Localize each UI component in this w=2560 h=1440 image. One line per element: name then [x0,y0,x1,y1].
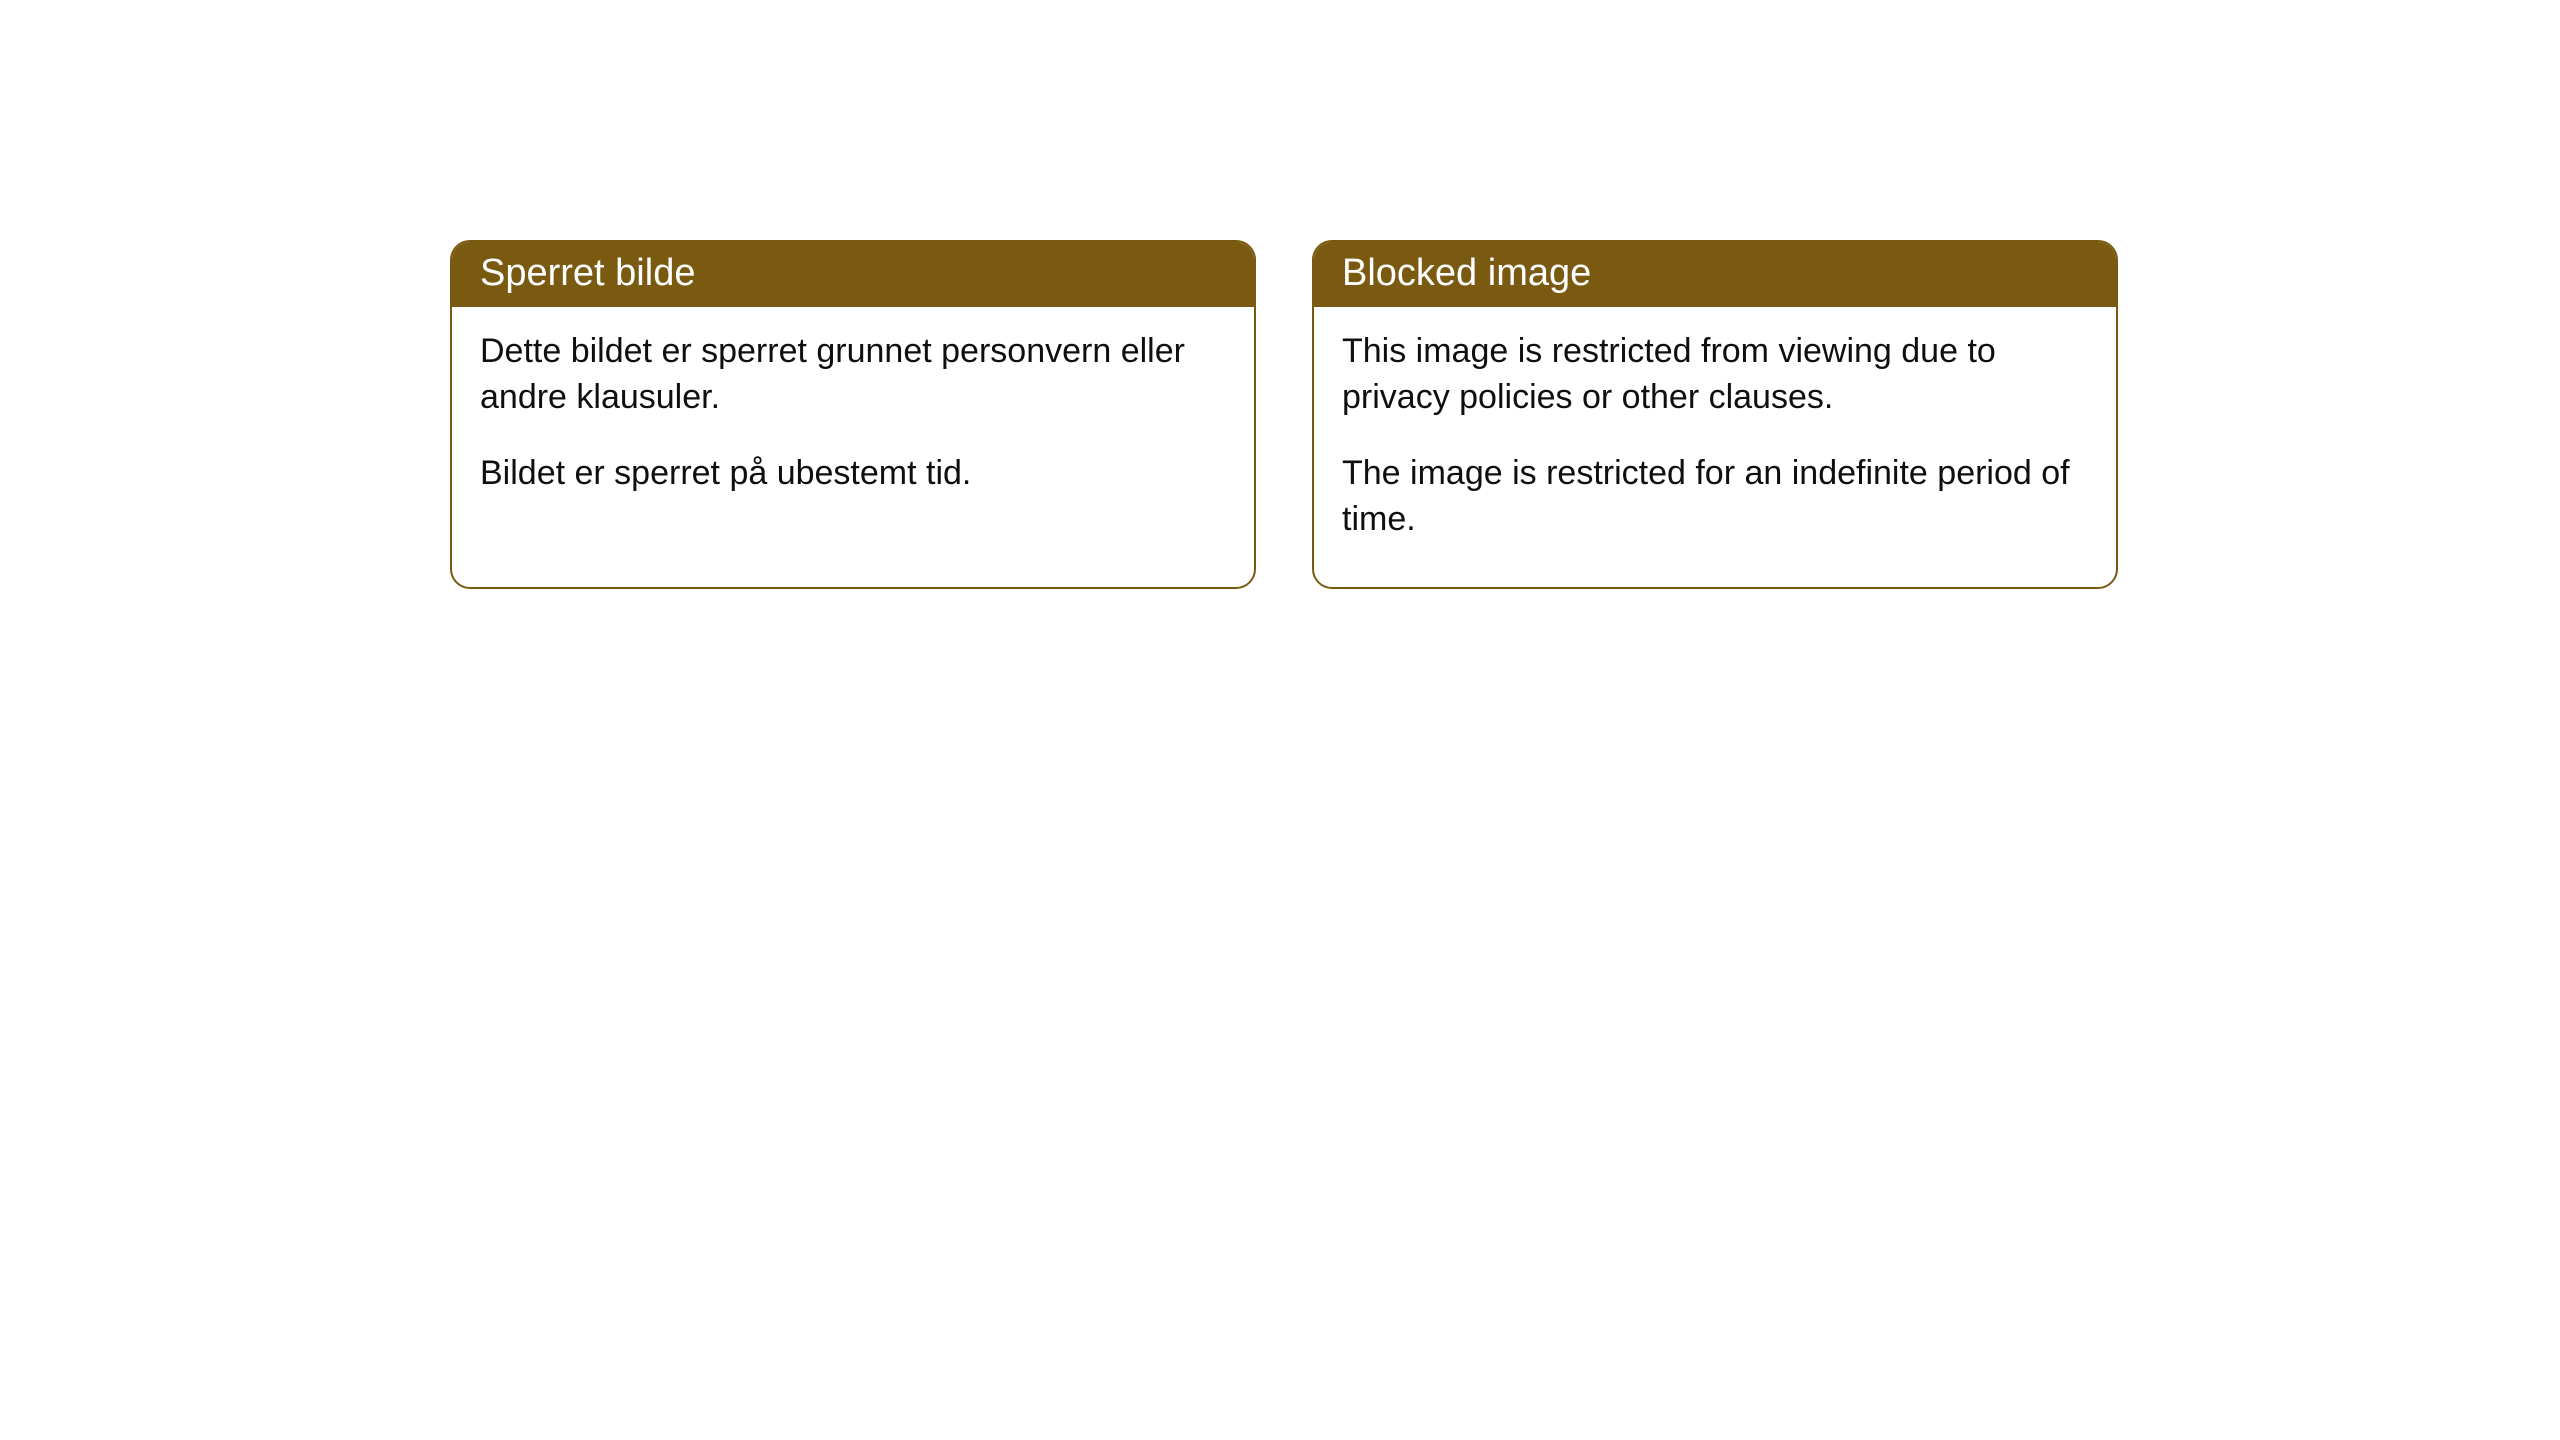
notice-container: Sperret bilde Dette bildet er sperret gr… [0,0,2560,589]
card-body-en: This image is restricted from viewing du… [1314,307,2116,587]
blocked-image-card-no: Sperret bilde Dette bildet er sperret gr… [450,240,1256,589]
card-header-en: Blocked image [1314,242,2116,307]
card-paragraph-2-en: The image is restricted for an indefinit… [1342,451,2088,543]
card-body-no: Dette bildet er sperret grunnet personve… [452,307,1254,541]
card-paragraph-1-no: Dette bildet er sperret grunnet personve… [480,329,1226,421]
card-paragraph-1-en: This image is restricted from viewing du… [1342,329,2088,421]
card-paragraph-2-no: Bildet er sperret på ubestemt tid. [480,451,1226,497]
blocked-image-card-en: Blocked image This image is restricted f… [1312,240,2118,589]
card-header-no: Sperret bilde [452,242,1254,307]
